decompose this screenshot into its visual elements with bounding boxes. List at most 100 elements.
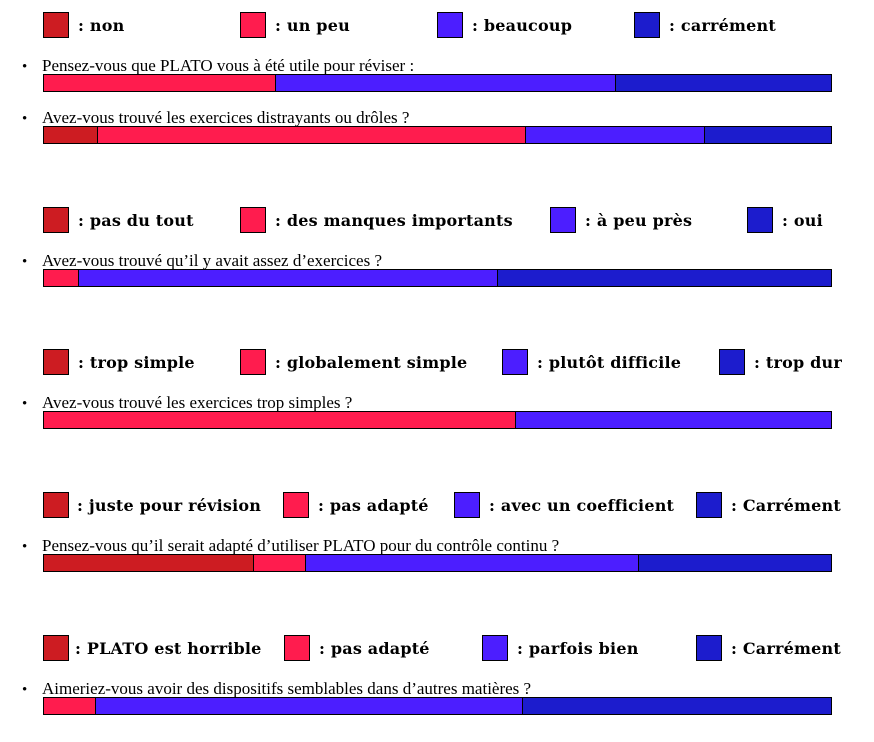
question-text: • Avez-vous trouvé qu’il y avait assez d’… [22, 251, 382, 272]
legend-label: : oui [782, 210, 823, 230]
legend-item: : carrément [634, 10, 776, 40]
legend-label: : pas adapté [319, 638, 430, 658]
legend-swatch [482, 635, 508, 661]
legend-swatch [454, 492, 480, 518]
legend-6: : PLATO est horrible : pas adapté : parf… [0, 633, 874, 665]
legend-label: : Carrément [731, 495, 841, 515]
legend-swatch [747, 207, 773, 233]
bar-segment [638, 555, 831, 571]
legend-label: : plutôt difficile [537, 352, 682, 372]
legend-label: : des manques importants [275, 210, 513, 230]
bar-segment [44, 127, 98, 143]
legend-item: : oui [747, 205, 823, 235]
legend-item: : trop simple [43, 347, 195, 377]
legend-item: : à peu près [550, 205, 692, 235]
bullet: • [22, 111, 28, 127]
question-label: Pensez-vous qu’il serait adapté d’utilis… [42, 536, 560, 555]
legend-label: : trop simple [78, 352, 195, 372]
bar-segment [44, 412, 517, 428]
stacked-bar [43, 411, 832, 429]
legend-swatch [284, 635, 310, 661]
legend-label: : non [78, 15, 125, 35]
legend-1: : non : un peu : beaucoup : carrément [0, 10, 874, 42]
legend-item: : parfois bien [482, 633, 639, 663]
legend-swatch [283, 492, 309, 518]
stacked-bar [43, 554, 832, 572]
legend-label: : trop dur [754, 352, 842, 372]
question-label: Aimeriez-vous avoir des dispositifs semb… [42, 679, 532, 698]
legend-label: : carrément [669, 15, 776, 35]
legend-item: : trop dur [719, 347, 842, 377]
legend-label: : PLATO est horrible [75, 638, 262, 658]
legend-label: : pas du tout [78, 210, 194, 230]
bar-segment [97, 127, 527, 143]
bullet: • [22, 254, 28, 270]
legend-item: : des manques importants [240, 205, 513, 235]
bullet: • [22, 59, 28, 75]
question-label: Avez-vous trouvé les exercices trop simp… [42, 393, 353, 412]
legend-label: : un peu [275, 15, 350, 35]
legend-5: : juste pour révision : pas adapté : ave… [0, 490, 874, 522]
bullet: • [22, 682, 28, 698]
legend-item: : pas adapté [283, 490, 429, 520]
legend-swatch [634, 12, 660, 38]
legend-item: : pas du tout [43, 205, 194, 235]
legend-swatch [240, 207, 266, 233]
legend-swatch [43, 349, 69, 375]
legend-3: : pas du tout : des manques importants :… [0, 205, 874, 237]
bullet: • [22, 396, 28, 412]
legend-label: : globalement simple [275, 352, 468, 372]
bullet: • [22, 539, 28, 555]
legend-item: : plutôt difficile [502, 347, 681, 377]
legend-item: : non [43, 10, 124, 40]
legend-item: : globalement simple [240, 347, 467, 377]
legend-swatch [696, 635, 722, 661]
legend-swatch [43, 12, 69, 38]
stacked-bar [43, 74, 832, 92]
question-label: Pensez-vous que PLATO vous à été utile p… [42, 56, 415, 75]
bar-segment [498, 270, 831, 286]
bar-segment [306, 555, 639, 571]
bar-segment [616, 75, 831, 91]
question-text: • Pensez-vous qu’il serait adapté d’utili… [22, 536, 559, 557]
question-text: • Avez-vous trouvé les exercices trop sim… [22, 393, 352, 414]
bar-segment [44, 270, 79, 286]
question-text: • Pensez-vous que PLATO vous à été utile … [22, 56, 414, 77]
legend-item: : avec un coefficient [454, 490, 674, 520]
legend-label: : beaucoup [472, 15, 573, 35]
question-label: Avez-vous trouvé les exercices distrayan… [42, 108, 410, 127]
bar-segment [516, 412, 831, 428]
legend-item: : juste pour révision [43, 490, 261, 520]
bar-segment [78, 270, 499, 286]
legend-swatch [696, 492, 722, 518]
legend-swatch [550, 207, 576, 233]
stacked-bar [43, 126, 832, 144]
bar-segment [254, 555, 307, 571]
bar-segment [526, 127, 706, 143]
stacked-bar [43, 269, 832, 287]
legend-swatch [43, 492, 69, 518]
legend-item: : Carrément [696, 633, 841, 663]
legend-swatch [43, 635, 69, 661]
bar-segment [705, 127, 831, 143]
legend-label: : à peu près [585, 210, 693, 230]
legend-label: : avec un coefficient [489, 495, 675, 515]
legend-swatch [437, 12, 463, 38]
legend-swatch [240, 12, 266, 38]
bar-segment [95, 698, 524, 714]
legend-swatch [43, 207, 69, 233]
bar-segment [523, 698, 831, 714]
legend-item: : beaucoup [437, 10, 572, 40]
legend-item: : Carrément [696, 490, 841, 520]
legend-label: : juste pour révision [77, 495, 262, 515]
question-text: • Avez-vous trouvé les exercices distraya… [22, 108, 409, 129]
legend-item: : pas adapté [284, 633, 430, 663]
legend-swatch [719, 349, 745, 375]
legend-label: : parfois bien [517, 638, 639, 658]
question-text: • Aimeriez-vous avoir des dispositifs sem… [22, 679, 531, 700]
legend-item: : un peu [240, 10, 350, 40]
question-label: Avez-vous trouvé qu’il y avait assez d’e… [42, 251, 383, 270]
legend-label: : Carrément [731, 638, 841, 658]
bar-segment [276, 75, 617, 91]
bar-segment [44, 75, 277, 91]
